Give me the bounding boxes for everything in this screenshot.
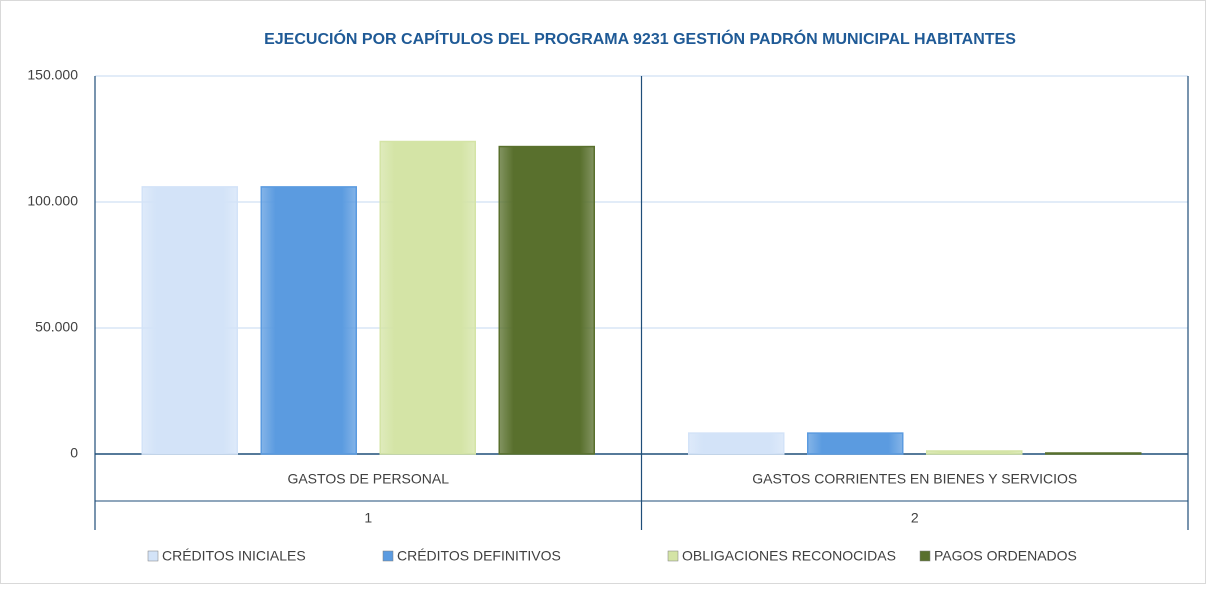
bar	[141, 186, 238, 455]
legend-swatch	[919, 550, 931, 562]
bar	[807, 432, 904, 455]
x-group-label: 2	[911, 510, 919, 526]
bar	[379, 140, 476, 455]
legend-label: CRÉDITOS INICIALES	[162, 548, 306, 564]
bar	[260, 186, 357, 455]
legend-label: CRÉDITOS DEFINITIVOS	[397, 548, 561, 564]
bar	[926, 450, 1023, 455]
legend-label: OBLIGACIONES RECONOCIDAS	[682, 548, 896, 564]
legend-swatch	[667, 550, 679, 562]
bar	[1045, 452, 1142, 455]
legend-label: PAGOS ORDENADOS	[934, 548, 1077, 564]
y-tick-label: 50.000	[35, 319, 78, 335]
x-tick-label: GASTOS CORRIENTES EN BIENES Y SERVICIOS	[752, 471, 1077, 487]
x-tick-label: GASTOS DE PERSONAL	[287, 471, 449, 487]
y-tick-label: 150.000	[27, 67, 78, 83]
y-tick-label: 0	[70, 445, 78, 461]
x-group-label: 1	[364, 510, 372, 526]
legend-swatch	[147, 550, 159, 562]
legend-swatch	[382, 550, 394, 562]
chart-title: EJECUCIÓN POR CAPÍTULOS DEL PROGRAMA 923…	[264, 29, 1016, 48]
y-tick-label: 100.000	[27, 193, 78, 209]
bar	[688, 432, 785, 455]
bar	[498, 145, 595, 455]
